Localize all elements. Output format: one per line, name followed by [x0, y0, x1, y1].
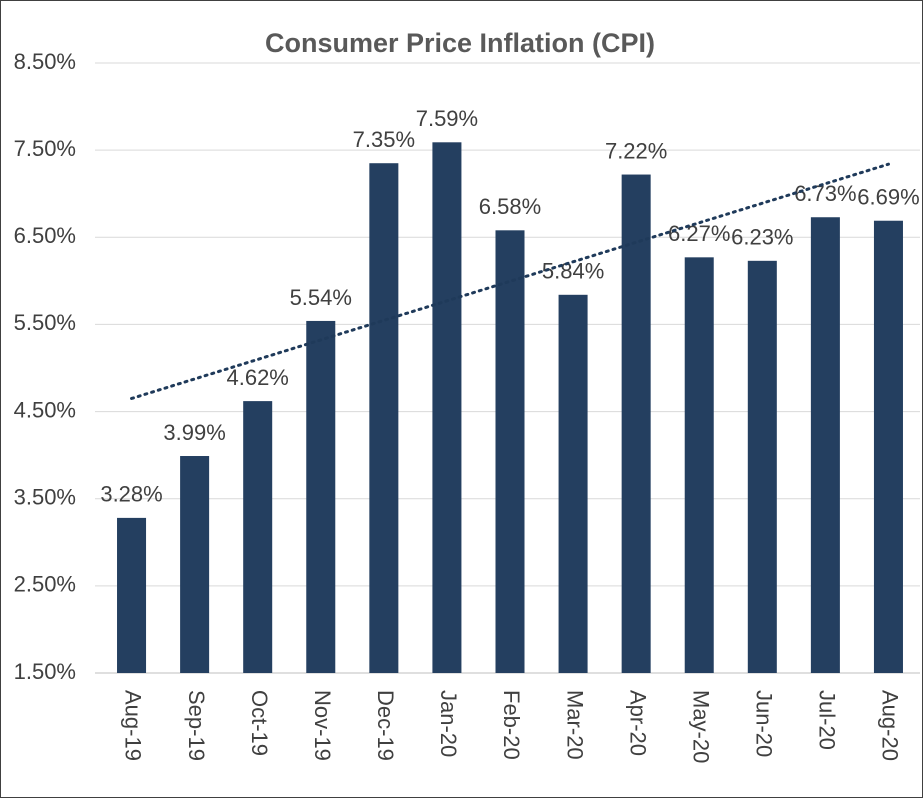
x-tick-label: Jul-20	[815, 690, 840, 750]
y-tick-label: 2.50%	[14, 572, 76, 597]
bar	[180, 456, 210, 673]
data-label: 7.59%	[416, 106, 478, 131]
data-label: 6.23%	[731, 225, 793, 250]
data-label: 7.35%	[353, 127, 415, 152]
bar	[747, 260, 777, 673]
x-tick-label: Nov-19	[310, 690, 335, 761]
y-tick-label: 8.50%	[14, 49, 76, 74]
y-tick-label: 5.50%	[14, 310, 76, 335]
data-label: 5.54%	[290, 285, 352, 310]
data-label: 3.99%	[163, 420, 225, 445]
y-tick-label: 4.50%	[14, 397, 76, 422]
bar	[495, 230, 525, 674]
data-label: 3.28%	[100, 482, 162, 507]
x-tick-label: Jan-20	[436, 690, 461, 757]
x-tick-label: Mar-20	[562, 690, 587, 760]
x-tick-label: Oct-19	[247, 690, 272, 756]
x-tick-label: May-20	[688, 690, 713, 763]
data-label: 6.69%	[857, 185, 919, 210]
y-tick-label: 3.50%	[14, 485, 76, 510]
x-tick-label: Aug-19	[121, 690, 146, 761]
x-tick-label: Feb-20	[499, 690, 524, 760]
bar	[432, 142, 462, 674]
bar	[306, 320, 336, 673]
x-tick-label: Dec-19	[373, 690, 398, 761]
bar	[369, 163, 399, 673]
data-label: 6.73%	[794, 181, 856, 206]
bar	[684, 257, 714, 673]
x-tick-label: Sep-19	[184, 690, 209, 761]
data-label: 6.27%	[668, 221, 730, 246]
y-tick-label: 6.50%	[14, 223, 76, 248]
bar	[117, 517, 147, 673]
bar	[873, 220, 903, 673]
x-tick-label: Jun-20	[751, 690, 776, 757]
bar	[558, 294, 588, 673]
chart-title: Consumer Price Inflation (CPI)	[265, 28, 655, 58]
data-label: 6.58%	[479, 194, 541, 219]
x-tick-label: Aug-20	[878, 690, 903, 761]
trendline	[130, 162, 890, 400]
bar	[243, 401, 273, 673]
y-tick-label: 7.50%	[14, 136, 76, 161]
bar	[810, 217, 840, 673]
data-label: 7.22%	[605, 138, 667, 163]
bar	[621, 174, 651, 674]
x-tick-label: Apr-20	[625, 690, 650, 756]
y-tick-label: 1.50%	[14, 659, 76, 684]
data-label: 4.62%	[226, 365, 288, 390]
